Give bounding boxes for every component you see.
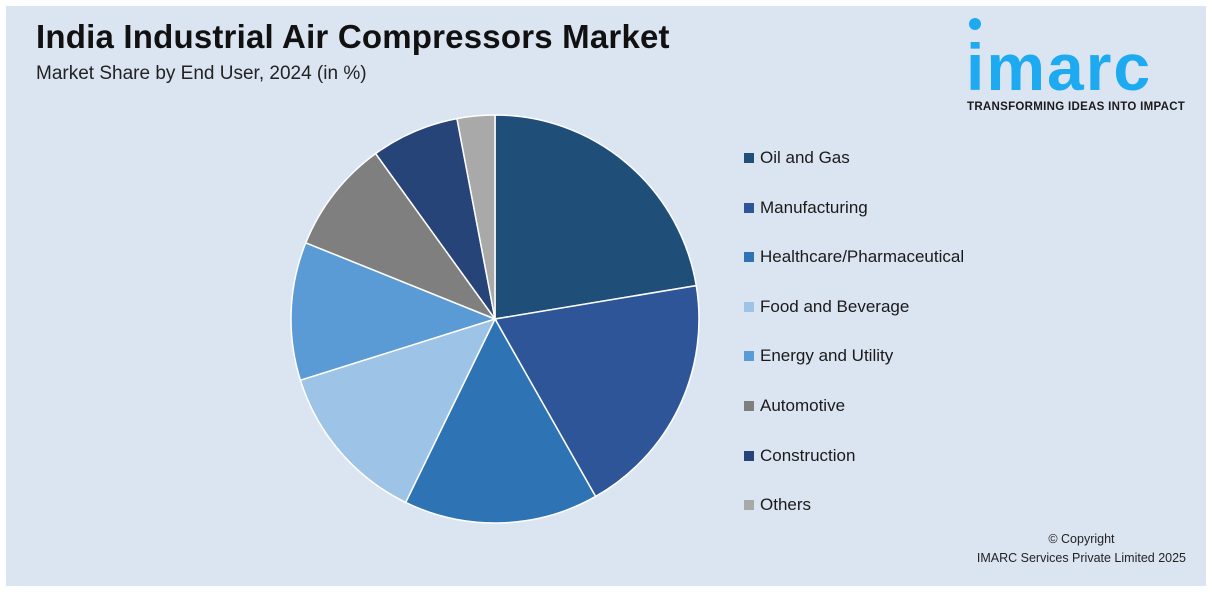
legend-item: Manufacturing <box>744 196 868 220</box>
legend-label: Energy and Utility <box>760 346 894 366</box>
legend-swatch <box>744 401 754 411</box>
pie-slice-manufacturing <box>493 284 700 498</box>
pie-slice-healthcare-pharmaceutical <box>404 317 597 524</box>
legend-item: Construction <box>744 444 855 468</box>
legend-label: Construction <box>760 445 856 465</box>
logo-tagline: TRANSFORMING IDEAS INTO IMPACT <box>967 101 1186 113</box>
logo-dot-icon <box>969 18 981 30</box>
pie-slice-automotive <box>304 152 498 321</box>
legend-item: Automotive <box>744 394 845 418</box>
chart-title: India Industrial Air Compressors Market <box>36 18 670 55</box>
imarc-logo: imarc TRANSFORMING IDEAS INTO IMPACT <box>960 14 1200 118</box>
legend-item: Energy and Utility <box>744 344 893 368</box>
copyright-line: © Copyright <box>1048 532 1115 546</box>
legend-item: Healthcare/Pharmaceutical <box>744 245 964 269</box>
legend-label: Manufacturing <box>760 197 868 217</box>
legend-swatch <box>744 351 754 362</box>
legend-label: Oil and Gas <box>760 148 850 167</box>
legend-swatch <box>744 450 754 461</box>
legend-swatch <box>744 202 754 213</box>
legend-label: Healthcare/Pharmaceutical <box>760 247 965 267</box>
legend-swatch <box>744 153 754 163</box>
legend-item: Others <box>744 493 811 517</box>
legend-swatch <box>744 301 754 312</box>
legend-swatch <box>744 252 754 263</box>
copyright: © Copyright IMARC Services Private Limit… <box>977 530 1186 568</box>
legend-label: Food and Beverage <box>760 296 910 316</box>
pie-slice-oil-and-gas <box>494 114 698 320</box>
chart-subtitle: Market Share by End User, 2024 (in %) <box>36 63 367 84</box>
logo-wordmark: imarc <box>966 30 1153 104</box>
copyright-company: IMARC Services Private Limited 2025 <box>976 551 1186 565</box>
legend-item: Food and Beverage <box>744 295 909 319</box>
pie-slice-food-and-beverage <box>299 317 497 504</box>
legend-label: Others <box>760 495 812 515</box>
pie-slice-others <box>456 114 496 320</box>
legend-item: Oil and Gas <box>744 146 850 170</box>
legend-swatch <box>744 500 754 511</box>
legend-label: Automotive <box>760 396 846 415</box>
pie-slice-energy-and-utility <box>290 241 498 382</box>
